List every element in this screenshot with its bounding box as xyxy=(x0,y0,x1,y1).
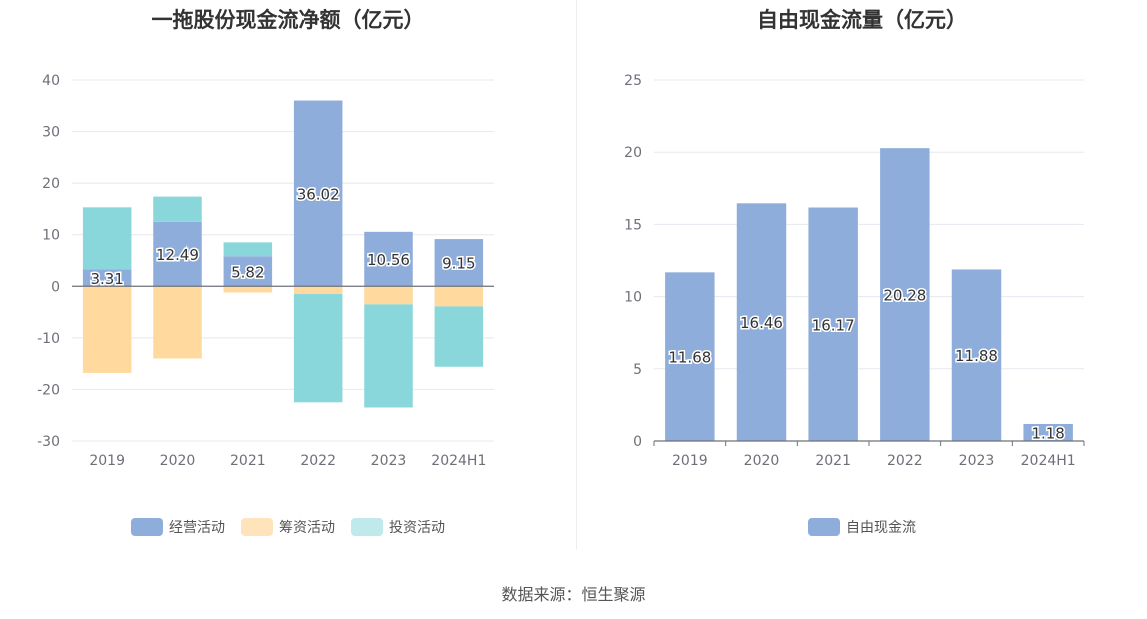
bar xyxy=(223,242,273,257)
x-tick-label: 2023 xyxy=(371,453,407,469)
bar xyxy=(82,207,132,270)
bar-value-label: 10.56 xyxy=(367,251,410,269)
y-tick-label: 10 xyxy=(42,228,60,244)
x-tick-label: 2022 xyxy=(887,453,923,469)
bar xyxy=(293,100,343,287)
x-tick-label: 2023 xyxy=(959,453,995,469)
bar-value-label: 36.02 xyxy=(297,185,340,203)
bar xyxy=(808,207,858,441)
y-tick-label: 25 xyxy=(624,73,642,89)
y-tick-label: 20 xyxy=(42,176,60,192)
x-tick-label: 2019 xyxy=(672,453,708,469)
bar xyxy=(153,196,202,222)
bar-value-label: 1.18 xyxy=(1031,424,1064,442)
legend-label: 筹资活动 xyxy=(279,520,335,536)
legend-label: 经营活动 xyxy=(169,520,225,536)
bar xyxy=(223,256,273,287)
panel-divider xyxy=(576,0,577,550)
bar xyxy=(434,239,484,287)
legend-label: 投资活动 xyxy=(389,520,445,536)
legend-item-operating[interactable]: 经营活动 xyxy=(131,517,225,537)
cash-flow-net-panel: 一拖股份现金流净额（亿元） 40 30 20 10 0 -10 -20 -30 2019 2020… xyxy=(0,0,576,560)
y-tick-label: 40 xyxy=(42,73,60,89)
x-tick-label: 2019 xyxy=(89,453,125,469)
cash-flow-net-chart: 40 30 20 10 0 -10 -20 -30 2019 2020 2021 2022 2023 20… xyxy=(37,73,494,469)
legend-item-investing[interactable]: 投资活动 xyxy=(351,517,445,537)
y-tick-label: -20 xyxy=(37,382,60,398)
bar-value-label: 3.31 xyxy=(90,270,123,288)
y-tick-label: -30 xyxy=(37,434,60,450)
legend: 经营活动 筹资活动 投资活动 xyxy=(0,517,576,537)
x-tick-label: 2022 xyxy=(300,453,336,469)
bar xyxy=(82,269,132,287)
bar xyxy=(736,203,787,441)
y-tick-label: 10 xyxy=(624,290,642,306)
legend-item-financing[interactable]: 筹资活动 xyxy=(241,517,335,537)
bar xyxy=(293,286,343,295)
bar-value-label: 11.68 xyxy=(668,349,711,367)
bar-value-label: 16.46 xyxy=(740,314,783,332)
bar xyxy=(951,269,1002,441)
free-cash-flow-panel: 自由现金流量（亿元） 25 20 15 10 5 0 2019 2020 2021 2022 202… xyxy=(577,0,1147,560)
data-source-note: 数据来源：恒生聚源 xyxy=(501,585,646,604)
y-tick-label: -10 xyxy=(37,331,60,347)
x-tick-label: 2021 xyxy=(815,453,851,469)
bar xyxy=(223,286,273,293)
bar-value-label: 5.82 xyxy=(231,263,264,281)
bar xyxy=(293,294,343,403)
bar xyxy=(364,231,413,287)
legend-swatch-operating xyxy=(131,518,163,536)
y-tick-label: 0 xyxy=(633,434,642,450)
legend-item-free-cash-flow[interactable]: 自由现金流 xyxy=(808,517,916,537)
bar-value-label: 12.49 xyxy=(156,246,199,264)
bar xyxy=(434,286,484,307)
bar-value-label: 11.88 xyxy=(955,347,998,365)
bar-value-label: 20.28 xyxy=(883,287,926,305)
y-tick-label: 30 xyxy=(42,125,60,141)
x-tick-label: 2021 xyxy=(230,453,266,469)
bar xyxy=(364,286,413,305)
bar xyxy=(153,221,202,287)
legend-swatch-free-cash-flow xyxy=(808,518,840,536)
bar xyxy=(82,286,132,373)
y-tick-label: 0 xyxy=(51,279,60,295)
legend-swatch-financing xyxy=(241,518,273,536)
bar-value-label: 16.17 xyxy=(812,316,855,334)
legend-swatch-investing xyxy=(351,518,383,536)
y-tick-label: 20 xyxy=(624,145,642,161)
y-tick-label: 5 xyxy=(633,362,642,378)
bar xyxy=(665,272,715,441)
chart-title: 一拖股份现金流净额（亿元） xyxy=(151,8,425,32)
free-cash-flow-chart: 25 20 15 10 5 0 2019 2020 2021 2022 2023 2024H1 11.6… xyxy=(624,73,1085,469)
y-tick-label: 15 xyxy=(624,217,642,233)
bar-value-label: 9.15 xyxy=(442,255,475,273)
legend: 自由现金流 xyxy=(577,517,1147,537)
x-tick-label: 2020 xyxy=(160,453,196,469)
chart-title: 自由现金流量（亿元） xyxy=(757,8,967,32)
bar xyxy=(1023,423,1073,441)
x-tick-label: 2024H1 xyxy=(1021,453,1076,469)
x-tick-label: 2020 xyxy=(744,453,780,469)
legend-label: 自由现金流 xyxy=(846,520,916,536)
bar xyxy=(364,304,413,408)
bar xyxy=(153,286,202,359)
x-tick-label: 2024H1 xyxy=(431,453,486,469)
bar xyxy=(434,306,484,367)
bar xyxy=(880,148,930,441)
